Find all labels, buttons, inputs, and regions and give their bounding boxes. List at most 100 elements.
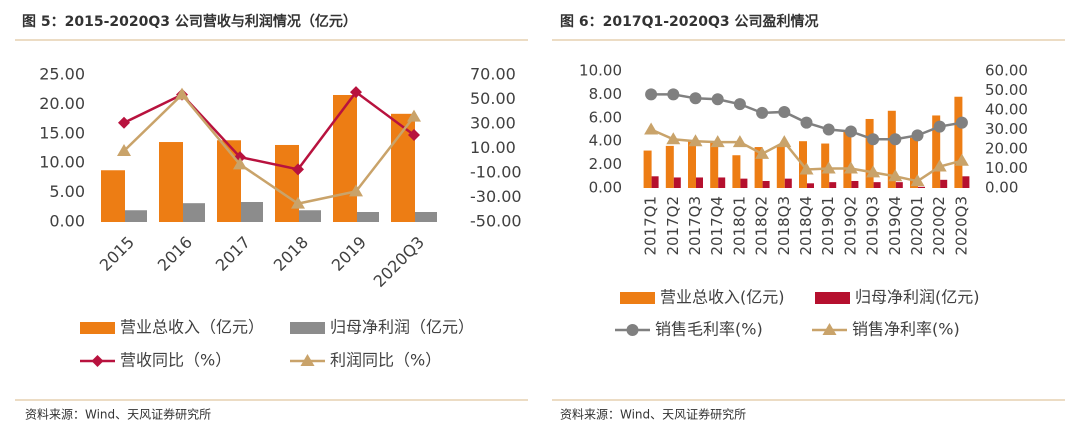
y2-tick-label: 50.00 bbox=[985, 81, 1028, 99]
line-marker bbox=[778, 105, 791, 118]
bar bbox=[159, 142, 183, 222]
x-tick-label: 2020Q2 bbox=[930, 196, 948, 256]
line-marker bbox=[933, 120, 946, 133]
line-marker bbox=[91, 355, 104, 367]
x-tick-label: 2019 bbox=[328, 233, 370, 275]
bar bbox=[125, 210, 147, 222]
legend-swatch bbox=[290, 322, 325, 334]
y-tick-label: 15.00 bbox=[39, 123, 85, 142]
source-note: 资料来源：Wind、天风证券研究所 bbox=[25, 407, 211, 422]
legend-label: 营收同比（%） bbox=[120, 351, 231, 370]
chart-title: 图 5：2015-2020Q3 公司营收与利润情况（亿元） bbox=[22, 13, 357, 30]
y-tick-label: 0.00 bbox=[49, 212, 85, 231]
legend-label: 销售净利率(%) bbox=[852, 320, 960, 339]
legend-label: 归母净利润（亿元） bbox=[330, 318, 474, 337]
legend-label: 利润同比（%） bbox=[330, 351, 441, 370]
y2-tick-label: 40.00 bbox=[985, 101, 1028, 119]
line-marker bbox=[822, 123, 835, 136]
legend-swatch bbox=[815, 292, 850, 304]
legend-label: 销售毛利率(%) bbox=[655, 320, 763, 339]
y2-tick-label: 0.00 bbox=[985, 179, 1018, 197]
x-tick-label: 2017 bbox=[212, 233, 254, 275]
line-marker bbox=[867, 133, 880, 146]
bar bbox=[665, 145, 674, 188]
line-marker bbox=[911, 129, 924, 142]
bar bbox=[718, 177, 726, 188]
bar bbox=[962, 176, 970, 188]
line-marker bbox=[644, 122, 659, 135]
bar bbox=[821, 143, 830, 188]
bar bbox=[887, 110, 896, 188]
line-marker bbox=[408, 129, 420, 142]
line bbox=[123, 92, 415, 205]
y-tick-label: 20.00 bbox=[39, 94, 85, 113]
line-marker bbox=[821, 161, 836, 174]
y2-tick-label: 60.00 bbox=[985, 62, 1028, 80]
line-marker bbox=[955, 116, 968, 129]
line bbox=[123, 90, 415, 171]
y-tick-label: 25.00 bbox=[39, 65, 85, 84]
bar bbox=[873, 182, 881, 188]
bar bbox=[910, 137, 918, 188]
bar bbox=[895, 182, 903, 188]
bar bbox=[299, 210, 321, 222]
line-marker bbox=[118, 116, 130, 129]
bar bbox=[696, 177, 703, 188]
legend-swatch bbox=[620, 292, 655, 304]
y-tick-label: 2.00 bbox=[589, 155, 622, 173]
line-marker bbox=[292, 163, 304, 176]
y2-tick-label: -50.00 bbox=[470, 212, 522, 231]
line-marker bbox=[645, 88, 658, 101]
y2-tick-label: 50.00 bbox=[470, 89, 516, 108]
y2-tick-label: 70.00 bbox=[470, 65, 516, 84]
line-marker bbox=[888, 169, 903, 182]
x-tick-label: 2018Q2 bbox=[753, 196, 771, 256]
line-marker bbox=[175, 87, 189, 100]
x-tick-label: 2015 bbox=[96, 233, 138, 275]
line-marker bbox=[733, 98, 746, 111]
bar bbox=[754, 147, 763, 188]
y-tick-label: 8.00 bbox=[589, 85, 622, 103]
y2-tick-label: 10.00 bbox=[470, 138, 516, 157]
bar bbox=[918, 186, 925, 188]
line-marker bbox=[954, 153, 969, 166]
legend-label: 营业总收入(亿元) bbox=[660, 288, 785, 307]
bar bbox=[357, 212, 379, 222]
line-marker bbox=[300, 354, 315, 366]
line-marker bbox=[755, 146, 770, 159]
y-tick-label: 0.00 bbox=[589, 179, 622, 197]
x-tick-label: 2019Q4 bbox=[886, 196, 904, 256]
y-tick-label: 6.00 bbox=[589, 108, 622, 126]
y2-tick-label: 30.00 bbox=[470, 114, 516, 133]
line-marker bbox=[291, 196, 305, 209]
x-tick-label: 2017Q3 bbox=[686, 196, 704, 256]
x-tick-label: 2020Q3 bbox=[370, 233, 428, 291]
y-tick-label: 5.00 bbox=[49, 182, 85, 201]
line-marker bbox=[889, 133, 902, 146]
x-tick-label: 2018 bbox=[270, 233, 312, 275]
bar bbox=[954, 96, 963, 188]
line-marker bbox=[800, 116, 813, 129]
line-marker bbox=[689, 92, 702, 105]
line-marker bbox=[756, 106, 769, 119]
bar bbox=[740, 178, 748, 188]
y2-tick-label: 30.00 bbox=[985, 120, 1028, 138]
bar bbox=[776, 145, 785, 188]
bar bbox=[762, 180, 770, 188]
line-marker bbox=[866, 165, 881, 178]
line-marker bbox=[688, 134, 703, 147]
source-note: 资料来源：Wind、天风证券研究所 bbox=[560, 407, 746, 422]
x-tick-label: 2020Q3 bbox=[952, 196, 970, 256]
line-marker bbox=[844, 125, 857, 138]
bar bbox=[865, 118, 874, 188]
x-tick-label: 2017Q4 bbox=[708, 196, 726, 256]
bar bbox=[688, 141, 696, 188]
line-marker bbox=[777, 135, 792, 148]
line-marker bbox=[843, 161, 858, 174]
x-tick-label: 2017Q1 bbox=[642, 196, 660, 256]
y-tick-label: 4.00 bbox=[589, 132, 622, 150]
bar bbox=[183, 203, 205, 222]
x-tick-label: 2018Q1 bbox=[730, 196, 748, 256]
x-tick-label: 2018Q4 bbox=[797, 196, 815, 256]
